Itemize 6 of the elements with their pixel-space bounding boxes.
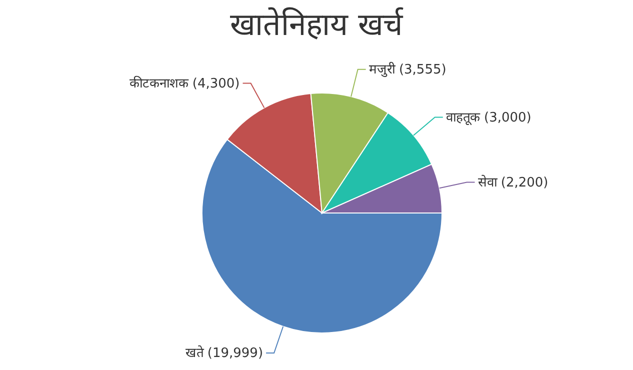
chart-title: खातेनिहाय खर्च — [229, 6, 404, 44]
slice-label: मजुरी (3,555) — [368, 61, 446, 78]
slice-label: कीटकनाशक (4,300) — [129, 75, 240, 92]
slice-label: सेवा (2,200) — [478, 174, 548, 190]
slice-label: वाहतूक (3,000) — [446, 110, 532, 126]
slice-label: खते (19,999) — [185, 345, 264, 362]
